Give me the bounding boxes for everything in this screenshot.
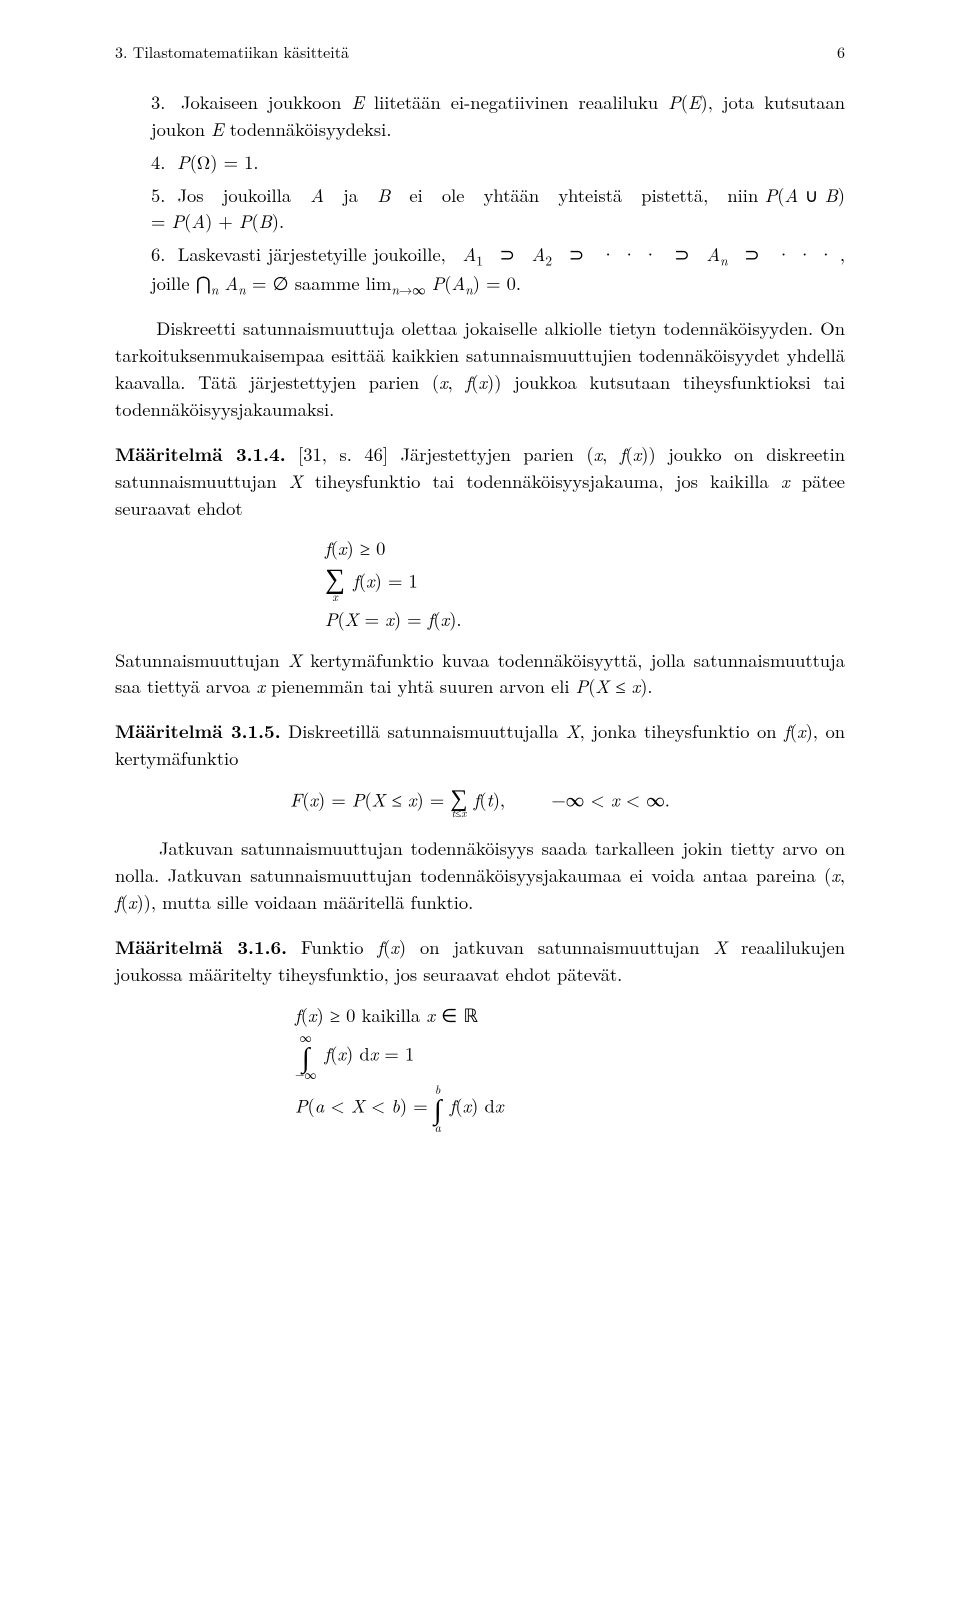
header-page-number: 6 xyxy=(837,40,845,63)
equation-line: f(x) ≥ 0 xyxy=(325,535,845,562)
equation-line: ∞ ∫ −∞ f(x) dx = 1 xyxy=(295,1032,845,1082)
equation-line: ∑ x f(x) = 1 xyxy=(325,565,845,603)
document-page: 3. Tilastomatematiikan käsitteitä 6 3. J… xyxy=(0,0,960,1610)
definition-3-1-4: Määritelmä 3.1.4. [31, s. 46] Järjestett… xyxy=(115,441,845,521)
integral-symbol: ∞ ∫ −∞ xyxy=(295,1032,316,1082)
citation: [31, s. 46] xyxy=(298,441,388,467)
equations-3-1-6: f(x) ≥ 0 kaikilla x ∈ ℝ ∞ ∫ −∞ f(x) dx =… xyxy=(115,1002,845,1134)
running-header: 3. Tilastomatematiikan käsitteitä 6 xyxy=(115,40,845,63)
paragraph-after-314: Satunnaismuuttujan X kertymäfunktio kuva… xyxy=(115,647,845,701)
list-marker: 6. xyxy=(151,241,171,268)
equation-line: f(x) ≥ 0 kaikilla x ∈ ℝ xyxy=(295,1002,845,1029)
equation-line: P(X = x) = f(x). xyxy=(325,606,845,633)
list-item-5: 5. Jos joukoilla A ja B ei ole yhtään yh… xyxy=(115,182,845,236)
definition-3-1-6: Määritelmä 3.1.6. Funktio f(x) on jatkuv… xyxy=(115,934,845,988)
sum-symbol: ∑ t≤x xyxy=(450,786,467,820)
list-text: Laskevasti järjestetyille joukoille, A1 … xyxy=(151,241,845,296)
definition-label: Määritelmä 3.1.5. xyxy=(115,718,281,744)
definition-label: Määritelmä 3.1.6. xyxy=(115,934,287,960)
list-item-4: 4. P(Ω) = 1. xyxy=(115,149,845,176)
sum-symbol: ∑ x xyxy=(325,565,345,603)
list-text: Jos joukoilla A ja B ei ole yhtään yhtei… xyxy=(151,182,845,235)
list-marker: 5. xyxy=(151,182,171,209)
definition-3-1-5: Määritelmä 3.1.5. Diskreetillä satunnais… xyxy=(115,718,845,772)
definition-label: Määritelmä 3.1.4. xyxy=(115,441,286,467)
paragraph-discrete: Diskreetti satunnaismuuttuja olettaa jok… xyxy=(115,315,845,422)
list-marker: 3. xyxy=(151,89,171,116)
list-text: P(Ω) = 1. xyxy=(177,149,258,175)
list-item-6: 6. Laskevasti järjestetyille joukoille, … xyxy=(115,241,845,299)
list-marker: 4. xyxy=(151,149,171,176)
paragraph-after-315: Jatkuvan satunnaismuuttujan todennäköisy… xyxy=(115,835,845,915)
list-text: Jokaiseen joukkoon E liitetään ei-negati… xyxy=(151,89,845,142)
integral-symbol: b ∫ a xyxy=(434,1084,442,1134)
equation-3-1-5: F(x) = P(X ≤ x) = ∑ t≤x f(t), −∞ < x < ∞… xyxy=(115,786,845,820)
header-section-title: 3. Tilastomatematiikan käsitteitä xyxy=(115,40,349,63)
equations-3-1-4: f(x) ≥ 0 ∑ x f(x) = 1 P(X = x) = f(x). xyxy=(115,535,845,632)
list-item-3: 3. Jokaiseen joukkoon E liitetään ei-neg… xyxy=(115,89,845,143)
equation-line: P(a < X < b) = b ∫ a f(x) dx xyxy=(295,1084,845,1134)
